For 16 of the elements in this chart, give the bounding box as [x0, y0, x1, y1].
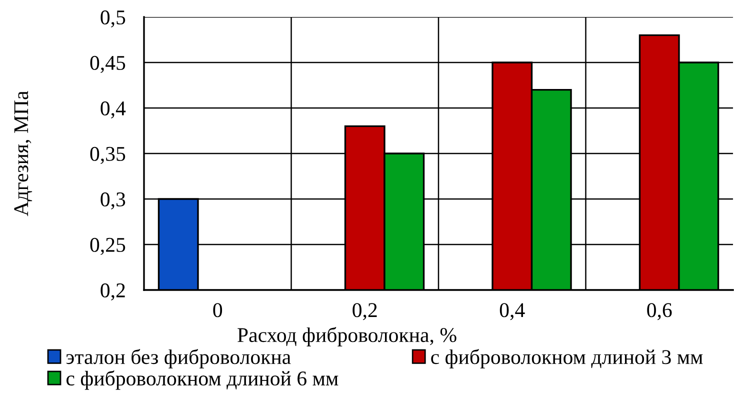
x-tick-label: 0 [213, 303, 222, 318]
y-tick-label: 0,2 [100, 283, 125, 300]
y-tick-label: 0,45 [90, 56, 126, 73]
legend-label: с фиброволокном длиной 3 мм [431, 349, 703, 368]
y-tick-label: 0,35 [90, 146, 126, 164]
y-tick-label: 0,5 [100, 10, 126, 28]
y-axis-title: Адгезия, МПа [14, 90, 32, 216]
x-tick-label: 0,4 [500, 303, 525, 320]
x-axis-title: Расход фиброволокна, % [238, 327, 456, 346]
x-tick-label: 0,2 [352, 303, 377, 320]
y-tick-label: 0,4 [100, 101, 126, 118]
legend-label: эталон без фиброволокна [66, 349, 291, 368]
legend-label: с фиброволокном длиной 6 мм [66, 370, 338, 390]
y-tick-label: 0,25 [90, 238, 126, 255]
x-tick-label: 0,6 [647, 303, 672, 320]
y-tick-label: 0,3 [100, 192, 126, 210]
